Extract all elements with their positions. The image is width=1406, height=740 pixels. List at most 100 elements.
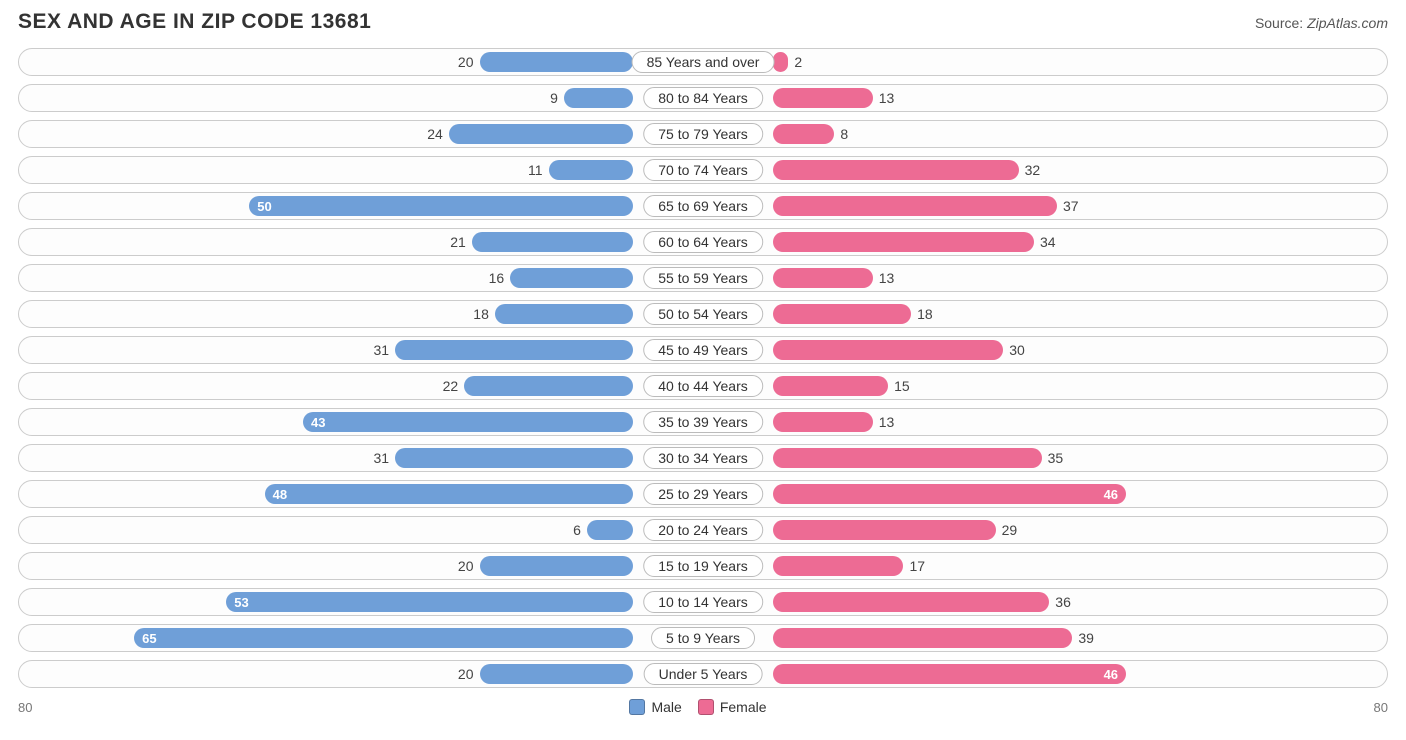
female-half: 37 xyxy=(703,193,1387,219)
female-value-label: 30 xyxy=(1003,342,1031,358)
male-half: 43 xyxy=(19,409,703,435)
male-value-label: 65 xyxy=(134,631,164,646)
female-value-label: 17 xyxy=(903,558,931,574)
male-half: 48 xyxy=(19,481,703,507)
male-value-label: 20 xyxy=(452,666,480,682)
male-half: 65 xyxy=(19,625,703,651)
male-half: 16 xyxy=(19,265,703,291)
chart-row: 16 1355 to 59 Years xyxy=(18,264,1388,292)
female-half: 13 xyxy=(703,409,1387,435)
male-half: 20 xyxy=(19,661,703,687)
male-value-label: 18 xyxy=(467,306,495,322)
male-value-label: 31 xyxy=(368,450,396,466)
female-bar xyxy=(773,556,903,576)
male-half: 9 xyxy=(19,85,703,111)
category-label: 30 to 34 Years xyxy=(643,447,763,469)
diverging-bar-chart: 20285 Years and over91380 to 84 Years248… xyxy=(18,48,1388,688)
source-label: Source: ZipAtlas.com xyxy=(1255,15,1388,31)
male-half: 21 xyxy=(19,229,703,255)
male-value-label: 50 xyxy=(249,199,279,214)
female-value-label: 13 xyxy=(873,90,901,106)
chart-row: 43 13 35 to 39 Years xyxy=(18,408,1388,436)
male-bar xyxy=(480,556,634,576)
category-label: 5 to 9 Years xyxy=(651,627,755,649)
male-value-label: 43 xyxy=(303,415,333,430)
female-bar xyxy=(773,448,1042,468)
female-bar xyxy=(773,340,1003,360)
category-label: 55 to 59 Years xyxy=(643,267,763,289)
male-bar xyxy=(564,88,633,108)
category-label: 80 to 84 Years xyxy=(643,87,763,109)
male-bar xyxy=(395,340,633,360)
female-half: 2 xyxy=(703,49,1387,75)
axis-left-tick: 80 xyxy=(18,700,32,715)
male-value-label: 20 xyxy=(452,558,480,574)
female-value-label: 36 xyxy=(1049,594,1077,610)
female-half: 17 xyxy=(703,553,1387,579)
male-value-label: 22 xyxy=(437,378,465,394)
female-bar xyxy=(773,304,911,324)
female-half: 36 xyxy=(703,589,1387,615)
legend-label-female: Female xyxy=(720,699,767,715)
male-value-label: 20 xyxy=(452,54,480,70)
chart-row: 11 3270 to 74 Years xyxy=(18,156,1388,184)
female-value-label: 46 xyxy=(1096,667,1126,682)
female-half: 32 xyxy=(703,157,1387,183)
male-bar xyxy=(495,304,633,324)
female-value-label: 2 xyxy=(788,54,808,70)
female-value-label: 37 xyxy=(1057,198,1085,214)
female-half: 35 xyxy=(703,445,1387,471)
chart-row: 20 17 15 to 19 Years xyxy=(18,552,1388,580)
chart-row: 213460 to 64 Years xyxy=(18,228,1388,256)
female-half: 13 xyxy=(703,85,1387,111)
male-bar xyxy=(395,448,633,468)
chart-row: 65 395 to 9 Years xyxy=(18,624,1388,652)
female-bar: 46 xyxy=(773,484,1126,504)
category-label: 75 to 79 Years xyxy=(643,123,763,145)
chart-row: 20285 Years and over xyxy=(18,48,1388,76)
male-bar xyxy=(480,664,634,684)
female-value-label: 34 xyxy=(1034,234,1062,250)
category-label: 50 to 54 Years xyxy=(643,303,763,325)
male-bar xyxy=(449,124,633,144)
male-bar: 50 xyxy=(249,196,633,216)
male-half: 24 xyxy=(19,121,703,147)
chart-row: 2046Under 5 Years xyxy=(18,660,1388,688)
category-label: 65 to 69 Years xyxy=(643,195,763,217)
chart-row: 31 35 30 to 34 Years xyxy=(18,444,1388,472)
category-label: 35 to 39 Years xyxy=(643,411,763,433)
chart-container: SEX AND AGE IN ZIP CODE 13681 Source: Zi… xyxy=(0,0,1406,724)
female-bar xyxy=(773,160,1019,180)
male-bar xyxy=(549,160,633,180)
male-half: 31 xyxy=(19,445,703,471)
chart-row: 24 8 75 to 79 Years xyxy=(18,120,1388,148)
female-bar xyxy=(773,520,996,540)
male-bar: 53 xyxy=(226,592,633,612)
male-value-label: 21 xyxy=(444,234,472,250)
male-half: 20 xyxy=(19,49,703,75)
axis-right-tick: 80 xyxy=(1374,700,1388,715)
female-half: 8 xyxy=(703,121,1387,147)
male-value-label: 16 xyxy=(483,270,511,286)
category-label: 70 to 74 Years xyxy=(643,159,763,181)
female-bar: 46 xyxy=(773,664,1126,684)
legend-swatch-female xyxy=(698,699,714,715)
male-half: 18 xyxy=(19,301,703,327)
category-label: 15 to 19 Years xyxy=(643,555,763,577)
chart-row: 62920 to 24 Years xyxy=(18,516,1388,544)
header: SEX AND AGE IN ZIP CODE 13681 Source: Zi… xyxy=(18,10,1388,34)
female-half: 34 xyxy=(703,229,1387,255)
female-value-label: 13 xyxy=(873,414,901,430)
female-value-label: 8 xyxy=(834,126,854,142)
category-label: 40 to 44 Years xyxy=(643,375,763,397)
female-half: 30 xyxy=(703,337,1387,363)
female-value-label: 35 xyxy=(1042,450,1070,466)
female-half: 13 xyxy=(703,265,1387,291)
male-half: 20 xyxy=(19,553,703,579)
source-site: ZipAtlas.com xyxy=(1307,15,1388,31)
male-value-label: 11 xyxy=(522,162,549,178)
chart-row: 50 37 65 to 69 Years xyxy=(18,192,1388,220)
female-bar xyxy=(773,232,1034,252)
female-half: 39 xyxy=(703,625,1387,651)
chart-title: SEX AND AGE IN ZIP CODE 13681 xyxy=(18,10,371,34)
